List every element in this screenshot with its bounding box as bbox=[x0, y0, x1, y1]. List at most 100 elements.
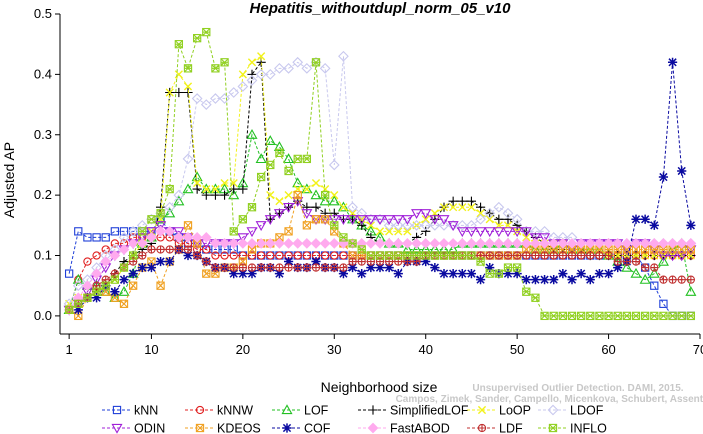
data-point bbox=[503, 269, 513, 279]
data-point bbox=[320, 215, 330, 224]
data-point bbox=[238, 269, 248, 279]
data-point bbox=[164, 207, 176, 218]
data-point bbox=[558, 251, 568, 260]
data-point bbox=[328, 195, 340, 206]
data-point bbox=[220, 251, 229, 260]
data-point bbox=[174, 87, 184, 98]
data-point bbox=[365, 215, 377, 226]
data-point bbox=[274, 238, 285, 249]
data-point bbox=[421, 226, 431, 236]
data-point bbox=[576, 269, 586, 279]
data-point bbox=[392, 219, 404, 231]
data-point bbox=[64, 269, 74, 278]
data-point bbox=[466, 238, 477, 249]
data-point bbox=[202, 245, 211, 254]
data-point bbox=[255, 153, 267, 164]
data-point bbox=[365, 215, 377, 226]
data-point bbox=[275, 197, 284, 206]
data-point bbox=[183, 250, 193, 261]
data-point bbox=[283, 238, 294, 249]
data-point bbox=[659, 299, 668, 308]
data-point bbox=[101, 233, 110, 242]
data-point bbox=[338, 50, 349, 62]
data-point bbox=[220, 178, 229, 188]
data-point bbox=[575, 238, 587, 249]
y-axis-title: Adjusted AP bbox=[1, 142, 17, 218]
data-point bbox=[238, 251, 248, 260]
data-point bbox=[228, 238, 240, 249]
data-point bbox=[375, 227, 385, 236]
data-point bbox=[368, 405, 378, 415]
data-point bbox=[112, 405, 122, 415]
data-point bbox=[640, 214, 650, 224]
data-point bbox=[83, 257, 92, 266]
data-point bbox=[484, 238, 496, 249]
data-point bbox=[229, 251, 238, 260]
data-point bbox=[466, 238, 477, 249]
data-point bbox=[210, 93, 221, 104]
data-point bbox=[128, 281, 138, 290]
data-point bbox=[649, 220, 659, 230]
data-point bbox=[512, 220, 522, 230]
data-point bbox=[648, 267, 660, 278]
data-point bbox=[239, 263, 247, 272]
data-point bbox=[118, 232, 130, 243]
data-point bbox=[338, 269, 349, 279]
data-point bbox=[319, 238, 331, 249]
data-point bbox=[613, 311, 622, 321]
data-point bbox=[211, 64, 220, 73]
legend-item-loop: LoOP bbox=[467, 404, 531, 418]
data-point bbox=[182, 183, 194, 194]
data-point bbox=[264, 135, 276, 145]
data-point bbox=[255, 153, 267, 164]
legend-label: LDOF bbox=[570, 404, 604, 418]
data-point bbox=[549, 251, 558, 260]
data-point bbox=[311, 215, 321, 224]
data-point bbox=[320, 263, 330, 272]
data-point bbox=[173, 195, 185, 206]
data-point bbox=[64, 269, 74, 278]
data-point bbox=[237, 81, 249, 92]
data-point bbox=[502, 207, 514, 219]
data-point bbox=[604, 245, 613, 254]
data-point bbox=[493, 238, 505, 249]
data-point bbox=[119, 227, 129, 236]
data-point bbox=[659, 275, 668, 284]
data-point bbox=[649, 220, 659, 230]
data-point bbox=[630, 238, 642, 249]
data-point bbox=[210, 190, 221, 200]
data-point bbox=[311, 58, 321, 67]
data-point bbox=[568, 251, 576, 260]
data-point bbox=[330, 221, 339, 230]
data-point bbox=[476, 209, 485, 218]
data-point bbox=[91, 293, 102, 303]
data-point bbox=[200, 99, 212, 110]
data-point bbox=[595, 251, 604, 260]
data-point bbox=[129, 281, 138, 290]
data-point bbox=[164, 201, 176, 213]
data-point bbox=[448, 196, 458, 206]
data-point bbox=[156, 245, 165, 254]
data-point bbox=[110, 239, 120, 248]
data-point bbox=[604, 311, 613, 321]
data-point bbox=[367, 422, 379, 434]
data-point bbox=[676, 251, 688, 262]
data-point bbox=[676, 251, 688, 262]
data-point bbox=[540, 251, 549, 260]
data-point bbox=[91, 268, 102, 280]
data-point bbox=[576, 311, 586, 321]
data-point bbox=[74, 227, 83, 236]
data-point bbox=[384, 251, 394, 260]
data-point bbox=[650, 311, 659, 321]
data-point bbox=[595, 311, 604, 321]
data-point bbox=[375, 262, 385, 273]
data-point bbox=[192, 34, 202, 43]
data-point bbox=[686, 220, 696, 230]
data-point bbox=[348, 257, 357, 266]
data-point bbox=[302, 154, 312, 164]
legend-item-lof: LOF bbox=[272, 404, 329, 418]
data-point bbox=[246, 75, 258, 86]
data-point bbox=[539, 275, 550, 285]
data-point bbox=[394, 227, 403, 236]
data-point bbox=[248, 245, 256, 254]
